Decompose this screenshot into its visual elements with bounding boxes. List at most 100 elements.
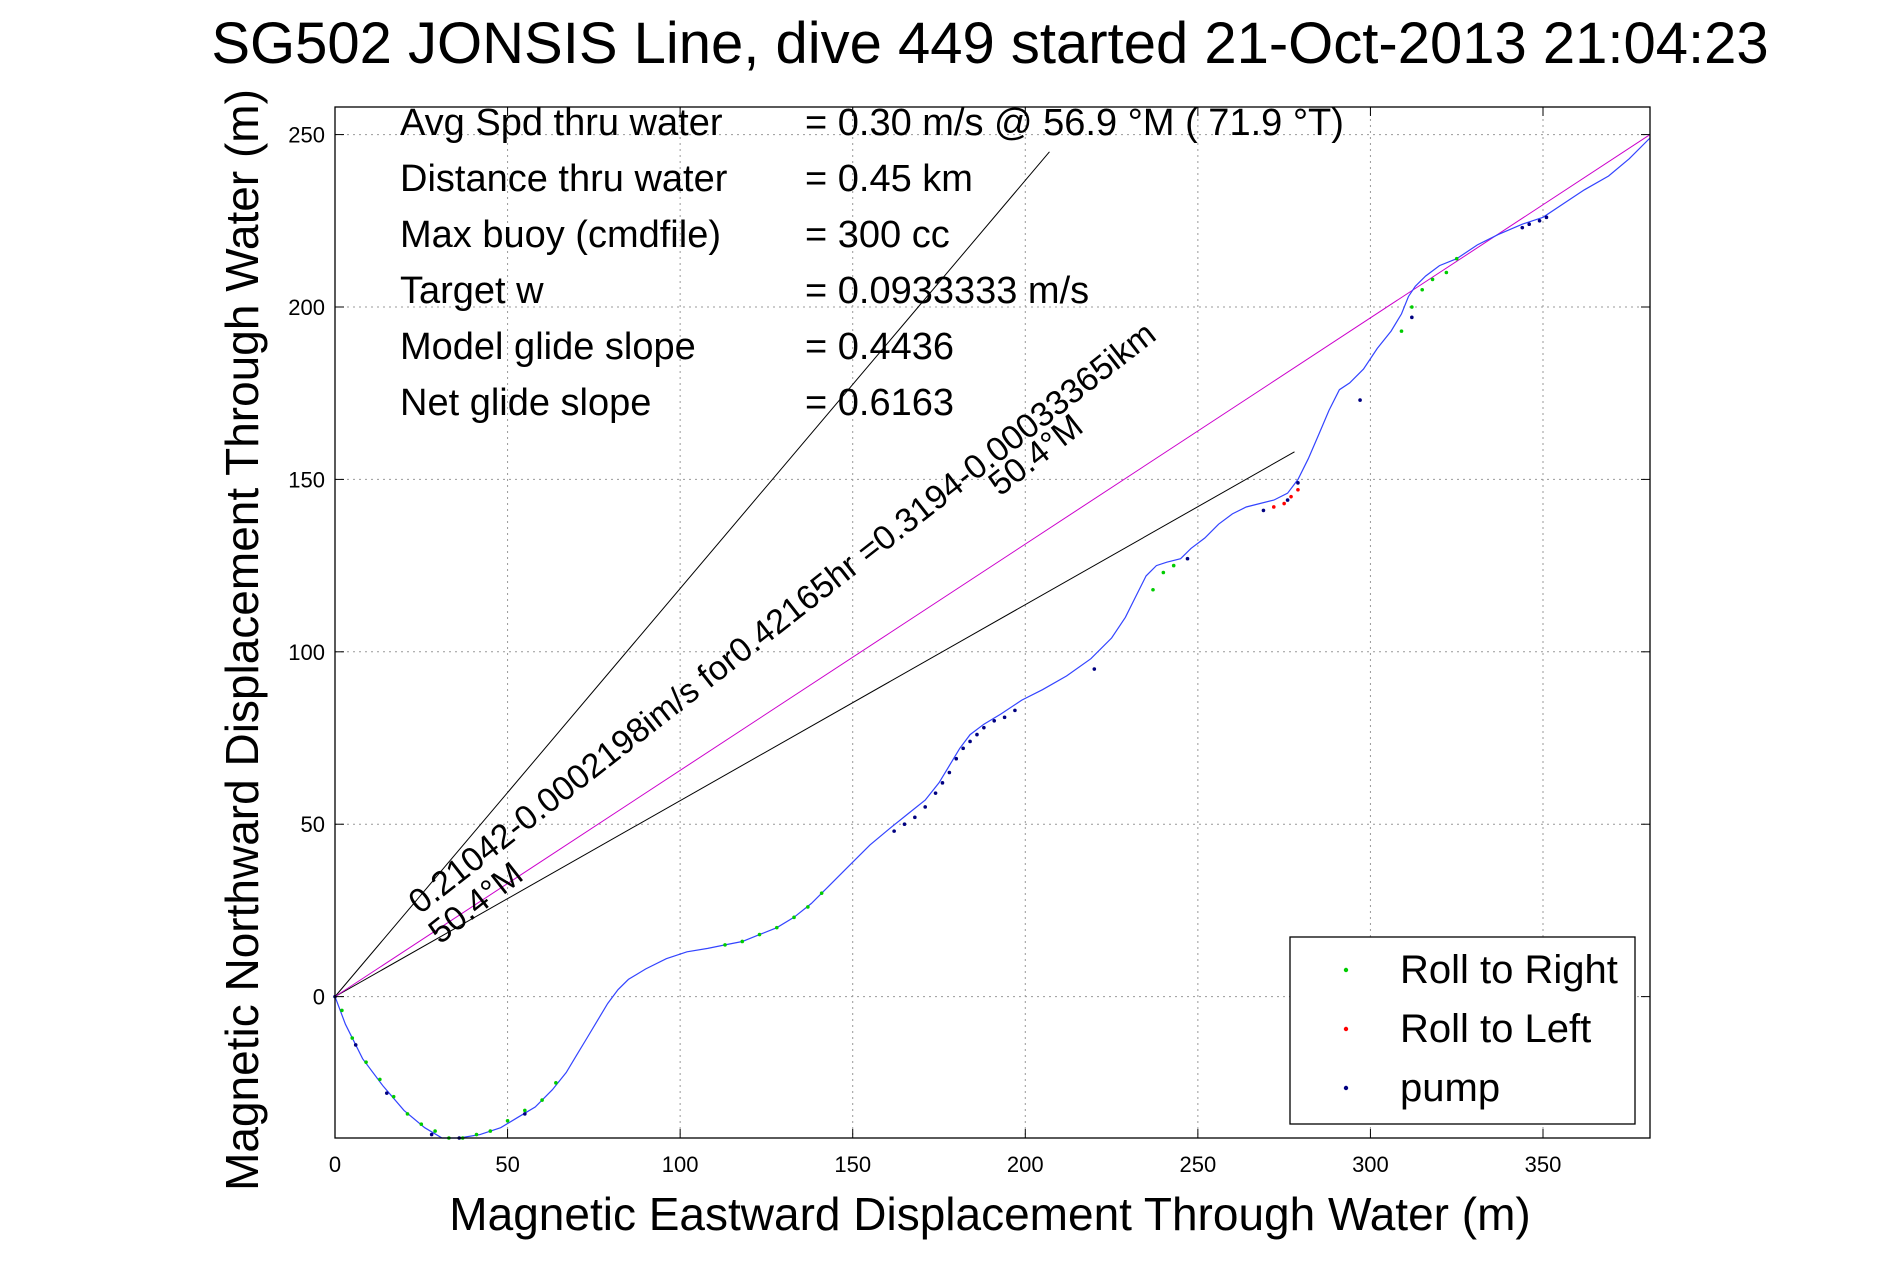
marker-point: [429, 1132, 434, 1137]
marker-point: [1282, 501, 1286, 506]
marker-point: [1285, 498, 1290, 502]
marker-point: [1092, 667, 1097, 671]
x-tick-label: 150: [834, 1152, 871, 1177]
marker-point: [364, 1060, 368, 1064]
x-tick-label: 350: [1525, 1152, 1562, 1177]
marker-point: [384, 1091, 389, 1095]
marker-point: [1544, 215, 1549, 220]
y-axis-label: Magnetic Northward Displacement Through …: [216, 89, 268, 1191]
marker-point: [1537, 218, 1542, 223]
marker-point: [405, 1112, 410, 1116]
legend-label: Roll to Right: [1400, 948, 1618, 992]
x-axis-label: Magnetic Eastward Displacement Through W…: [449, 1188, 1530, 1240]
reference-line: [334, 134, 1651, 998]
marker-point: [1261, 508, 1266, 513]
marker-point: [1289, 494, 1293, 499]
marker-point: [378, 1077, 382, 1082]
marker-point: [1454, 256, 1459, 261]
marker-point: [540, 1098, 544, 1102]
marker-point: [1013, 708, 1017, 713]
marker-point: [792, 915, 796, 920]
stat-label: Distance thru water: [400, 158, 728, 200]
stat-value: = 0.4436: [805, 326, 954, 368]
stat-label: Target w: [400, 270, 544, 312]
marker-point: [806, 905, 810, 909]
marker-point: [433, 1129, 437, 1133]
x-tick-label: 100: [662, 1152, 699, 1177]
stat-label: Avg Spd thru water: [400, 102, 723, 144]
marker-point: [340, 1008, 344, 1013]
marker-point: [1520, 225, 1525, 230]
plot-frame: [334, 106, 1651, 1139]
marker-point: [913, 815, 917, 820]
marker-point: [819, 891, 824, 895]
marker-point: [975, 732, 979, 737]
marker-point: [1399, 329, 1404, 333]
marker-point: [1271, 505, 1276, 509]
y-tick-label: 250: [288, 123, 325, 148]
marker-point: [947, 770, 952, 775]
marker-point: [982, 725, 986, 730]
marker-point: [1296, 481, 1300, 485]
marker-point: [723, 943, 727, 947]
marker-point: [940, 781, 945, 785]
marker-point: [523, 1108, 527, 1113]
legend-label: Roll to Left: [1400, 1007, 1591, 1051]
y-tick-label: 150: [288, 467, 325, 492]
marker-point: [892, 829, 896, 833]
marker-point: [968, 739, 972, 744]
chart-title: SG502 JONSIS Line, dive 449 started 21-O…: [211, 11, 1768, 76]
x-tick-label: 300: [1352, 1152, 1389, 1177]
y-tick-label: 100: [288, 640, 325, 665]
marker-point: [488, 1129, 493, 1133]
marker-point: [474, 1132, 479, 1137]
marker-point: [1410, 305, 1414, 309]
stat-label: Max buoy (cmdfile): [400, 214, 721, 256]
marker-point: [1358, 398, 1362, 402]
marker-point: [1151, 587, 1155, 592]
legend-marker: [1343, 1026, 1349, 1032]
marker-point: [1420, 287, 1425, 292]
marker-point: [902, 822, 907, 827]
legend-marker: [1343, 967, 1349, 973]
marker-point: [933, 791, 938, 795]
track-line: [334, 137, 1651, 1139]
marker-point: [1002, 715, 1007, 720]
marker-point: [391, 1094, 396, 1099]
marker-point: [505, 1118, 510, 1123]
marker-point: [774, 925, 779, 930]
stat-label: Model glide slope: [400, 326, 696, 368]
x-tick-label: 0: [329, 1152, 341, 1177]
reference-line: [334, 451, 1295, 998]
y-tick-label: 200: [288, 295, 325, 320]
legend-marker: [1343, 1085, 1349, 1091]
stat-value: = 0.30 m/s @ 56.9 °M ( 71.9 °T): [805, 102, 1344, 144]
marker-point: [992, 718, 997, 723]
marker-point: [1430, 277, 1435, 282]
marker-point: [1171, 563, 1176, 568]
marker-point: [353, 1043, 358, 1047]
marker-point: [554, 1081, 558, 1085]
marker-point: [757, 932, 762, 937]
marker-point: [1444, 270, 1449, 275]
marker-point: [1410, 315, 1414, 320]
x-tick-label: 250: [1180, 1152, 1217, 1177]
x-tick-label: 200: [1007, 1152, 1044, 1177]
stats-panel: Avg Spd thru water = 0.30 m/s @ 56.9 °M (…: [400, 102, 1344, 424]
legend: Roll to Right Roll to Left pump: [1289, 936, 1636, 1125]
marker-point: [1185, 556, 1190, 561]
marker-point: [923, 805, 927, 809]
marker-point: [419, 1122, 424, 1127]
marker-point: [1527, 222, 1531, 227]
legend-label: pump: [1400, 1066, 1500, 1110]
marker-point: [1161, 570, 1166, 575]
stat-value: = 0.6163: [805, 382, 954, 424]
stat-value: = 0.45 km: [805, 158, 973, 200]
marker-point: [1296, 487, 1300, 492]
marker-point: [350, 1036, 355, 1040]
marker-point: [523, 1112, 527, 1116]
marker-point: [954, 756, 959, 761]
x-tick-label: 50: [495, 1152, 519, 1177]
